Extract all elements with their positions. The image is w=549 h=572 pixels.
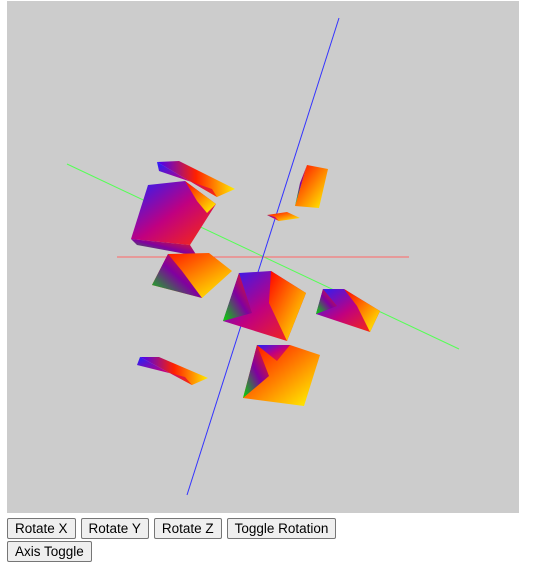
axis-toggle-button[interactable]: Axis Toggle — [7, 541, 92, 562]
cube-small-top-right — [295, 165, 328, 208]
cube-bottom-center — [243, 345, 320, 406]
cube-slab-top-left — [157, 161, 235, 197]
scene-svg — [66, 17, 460, 496]
axis-buttons-row: Axis Toggle — [7, 541, 537, 562]
cube-center — [223, 271, 306, 341]
webgl-canvas[interactable] — [7, 1, 519, 513]
cube-slab-bottom-left — [137, 357, 208, 385]
cube-slab-right — [316, 289, 380, 332]
control-panel: Rotate X Rotate Y Rotate Z Toggle Rotati… — [7, 518, 537, 564]
toggle-rotation-button[interactable]: Toggle Rotation — [226, 518, 337, 539]
y-axis-line — [186, 17, 340, 496]
cube-middle-left — [152, 253, 232, 298]
rotate-y-button[interactable]: Rotate Y — [80, 518, 149, 539]
rotate-z-button[interactable]: Rotate Z — [153, 518, 222, 539]
rotate-x-button[interactable]: Rotate X — [7, 518, 76, 539]
cube-large-left — [131, 181, 216, 256]
rotation-buttons-row: Rotate X Rotate Y Rotate Z Toggle Rotati… — [7, 518, 537, 539]
cube-tiny-center — [267, 212, 300, 221]
